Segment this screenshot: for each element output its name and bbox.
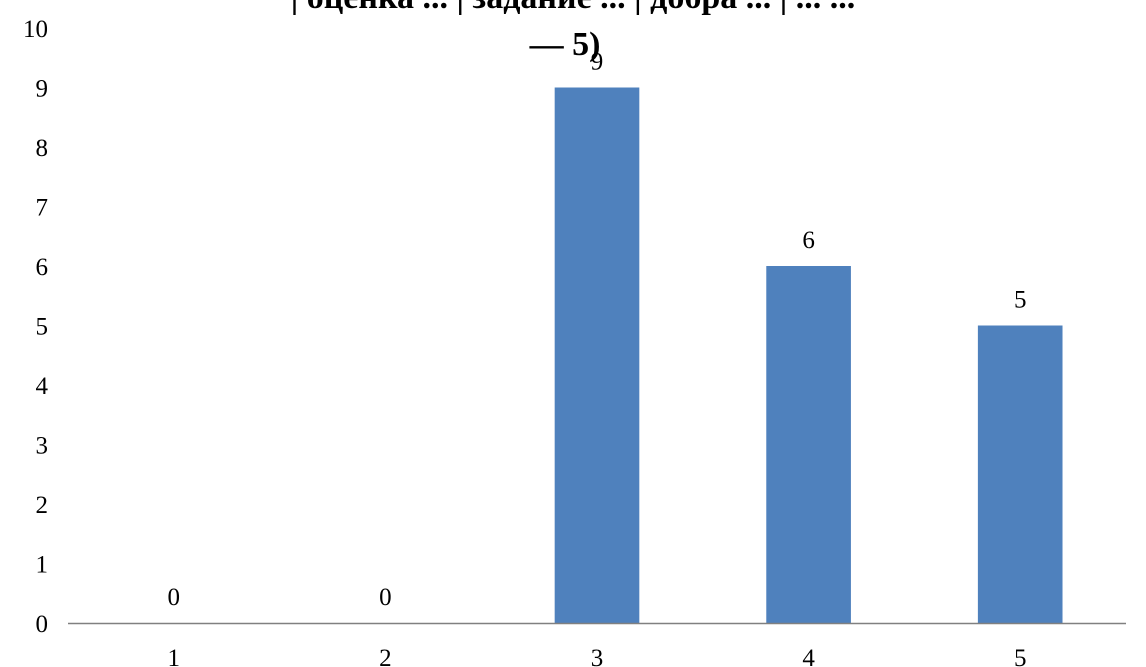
chart-title-top: | оценка ... | задание ... | добра ... |… <box>291 0 856 16</box>
bar <box>766 266 851 623</box>
bar <box>554 87 640 623</box>
x-tick-label: 5 <box>1014 645 1027 667</box>
x-tick-label: 4 <box>802 645 815 667</box>
data-label: 9 <box>591 49 604 76</box>
data-label: 0 <box>379 584 392 611</box>
y-tick-label: 0 <box>36 611 49 638</box>
y-tick-label: 3 <box>36 433 49 460</box>
bars <box>554 87 1063 623</box>
y-tick-label: 6 <box>36 254 49 281</box>
chart-title: | оценка ... | задание ... | добра ... |… <box>291 0 856 63</box>
data-label: 6 <box>802 227 815 254</box>
x-tick-label: 3 <box>591 645 604 667</box>
y-tick-label: 9 <box>36 76 49 103</box>
x-tick-label: 1 <box>168 645 181 667</box>
bar <box>977 325 1063 623</box>
y-tick-label: 7 <box>36 195 49 222</box>
y-tick-label: 8 <box>36 135 49 162</box>
data-label: 5 <box>1014 287 1027 314</box>
y-tick-label: 1 <box>36 552 49 579</box>
chart-title-bottom: — 5) <box>529 26 601 63</box>
y-tick-label: 4 <box>36 373 49 400</box>
data-label: 0 <box>168 584 181 611</box>
y-axis-tick-labels: 0 1 2 3 4 5 6 7 8 9 10 <box>23 16 49 638</box>
x-tick-label: 2 <box>379 645 392 667</box>
x-axis-tick-labels: 1 2 3 4 5 <box>168 645 1027 667</box>
y-tick-label: 5 <box>36 314 49 341</box>
y-tick-label: 2 <box>36 492 49 519</box>
data-labels: 0 0 9 6 5 <box>168 49 1027 612</box>
y-tick-label: 10 <box>23 16 48 43</box>
